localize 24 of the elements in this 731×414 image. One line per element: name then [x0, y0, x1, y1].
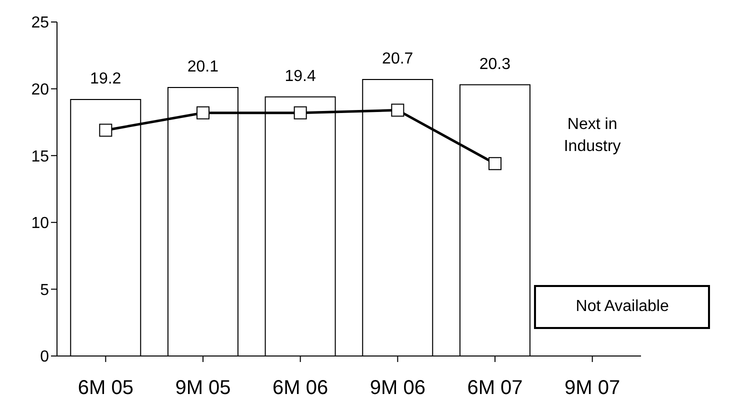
point [294, 106, 307, 120]
point [196, 106, 210, 120]
x-tick-label: 9M 06 [370, 377, 426, 400]
x-tick-label: 6M 05 [78, 377, 134, 400]
annotation: Not Available [576, 298, 669, 316]
data-label: 20.7 [382, 50, 414, 68]
y-tick-label: 20 [31, 81, 50, 98]
data-label: 19.2 [90, 70, 122, 88]
y-tick-label: 25 [31, 14, 50, 32]
text: Next in Industry [562, 114, 622, 157]
data-label: 20.1 [187, 58, 219, 76]
y-tick-label: 10 [31, 215, 50, 232]
point [488, 157, 502, 170]
data-label: 19.4 [284, 68, 316, 85]
point [391, 104, 404, 117]
point [99, 124, 112, 137]
x-tick-label: 9M 07 [564, 377, 620, 400]
x-tick-label: 6M 06 [272, 377, 328, 400]
y-tick-label: 15 [31, 148, 50, 166]
x-tick-label: 6M 07 [467, 377, 523, 400]
data-label: 20.3 [479, 56, 511, 73]
y-tick-label: 5 [40, 282, 50, 299]
y-tick-label: 0 [40, 348, 50, 366]
x-tick-label: 9M 05 [175, 377, 231, 400]
